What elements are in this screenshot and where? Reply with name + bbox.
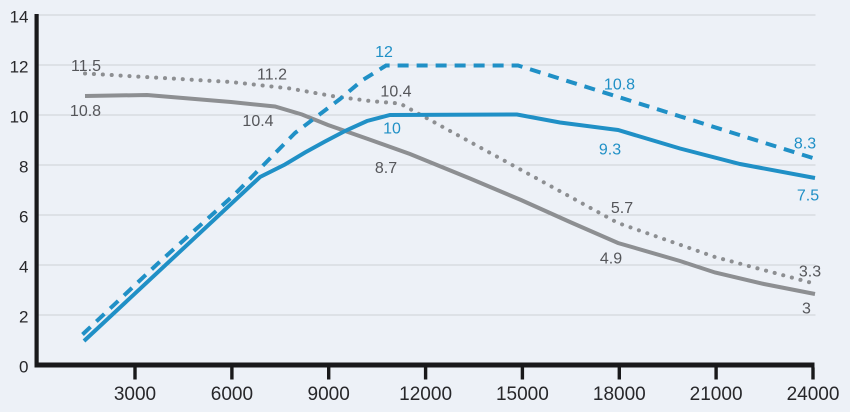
svg-text:10: 10: [383, 121, 401, 138]
svg-text:3000: 3000: [114, 384, 156, 405]
svg-text:18000: 18000: [593, 384, 646, 405]
svg-text:24000: 24000: [787, 384, 840, 405]
svg-text:9000: 9000: [308, 384, 350, 405]
svg-text:12: 12: [10, 58, 29, 77]
svg-text:0: 0: [19, 358, 28, 377]
svg-text:10.8: 10.8: [70, 103, 101, 120]
svg-text:12: 12: [375, 44, 393, 61]
svg-text:5.7: 5.7: [611, 200, 633, 217]
svg-text:6000: 6000: [211, 384, 253, 405]
svg-text:11.2: 11.2: [257, 67, 287, 84]
svg-text:4.9: 4.9: [600, 251, 622, 268]
svg-text:10.8: 10.8: [604, 77, 635, 94]
svg-text:8.7: 8.7: [375, 160, 397, 177]
svg-text:8.3: 8.3: [794, 136, 816, 153]
svg-text:2: 2: [19, 308, 28, 327]
svg-text:4: 4: [19, 258, 28, 277]
svg-text:15000: 15000: [496, 384, 549, 405]
svg-text:3.3: 3.3: [799, 264, 821, 281]
svg-text:10.4: 10.4: [380, 84, 411, 101]
svg-text:3: 3: [802, 301, 811, 318]
svg-text:12000: 12000: [399, 384, 452, 405]
svg-text:7.5: 7.5: [797, 188, 819, 205]
svg-text:10: 10: [10, 108, 29, 127]
svg-text:11.5: 11.5: [71, 58, 101, 75]
svg-text:8: 8: [19, 158, 28, 177]
svg-text:6: 6: [19, 208, 28, 227]
svg-text:10.4: 10.4: [242, 113, 273, 130]
svg-text:9.3: 9.3: [599, 142, 621, 159]
svg-text:14: 14: [10, 8, 29, 27]
svg-text:21000: 21000: [690, 384, 743, 405]
